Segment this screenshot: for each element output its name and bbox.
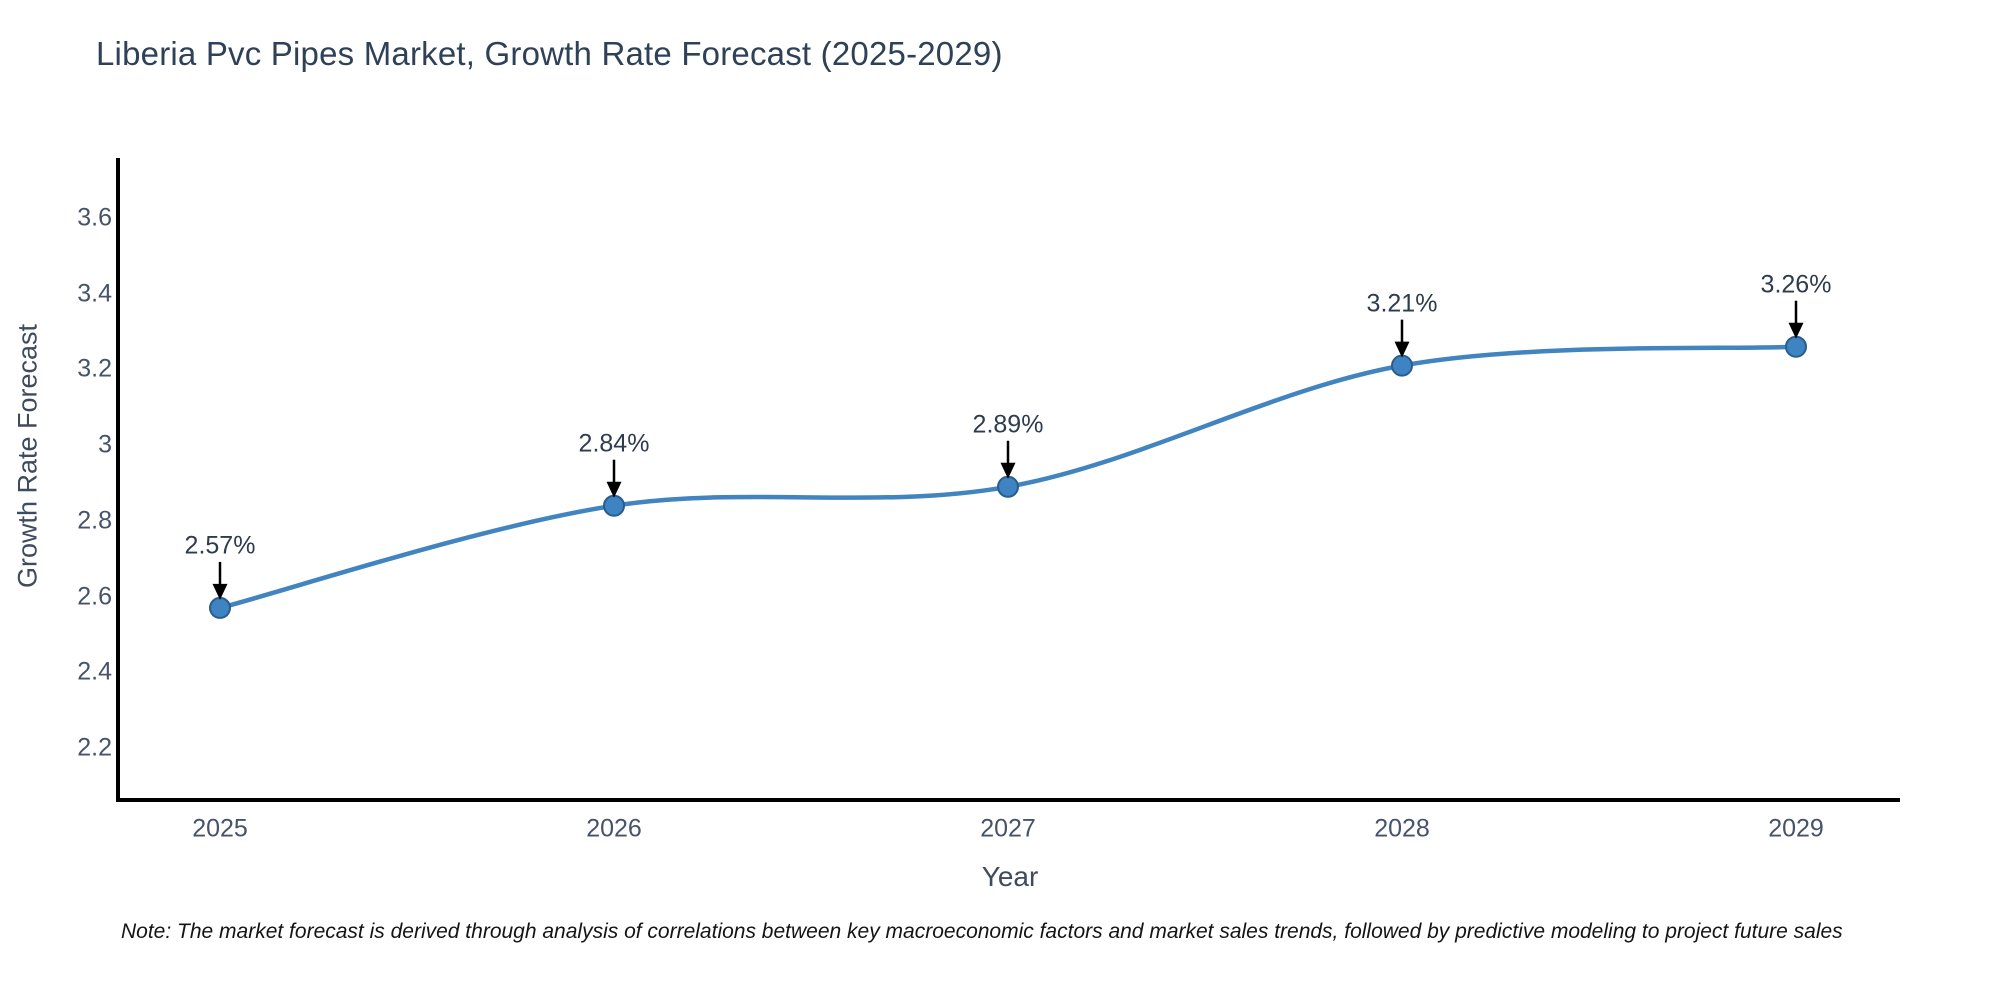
annotation-arrowhead-icon: [1788, 322, 1804, 339]
annotation-label: 2.57%: [184, 531, 256, 560]
y-tick-label: 2.6: [77, 582, 112, 611]
chart-title: Liberia Pvc Pipes Market, Growth Rate Fo…: [96, 35, 1003, 72]
annotation-label: 3.26%: [1760, 270, 1832, 299]
annotation-arrowhead-icon: [1000, 462, 1016, 479]
annotation-label: 2.84%: [578, 429, 650, 458]
x-axis-title: Year: [981, 861, 1039, 892]
annotation-arrowhead-icon: [606, 481, 622, 498]
y-tick-label: 3: [98, 430, 112, 459]
x-tick-label: 2028: [1374, 814, 1430, 843]
annotation-arrowhead-icon: [212, 583, 228, 600]
y-tick-label: 3.4: [77, 279, 112, 308]
x-tick-label: 2025: [192, 814, 248, 843]
x-tick-label: 2029: [1768, 814, 1824, 843]
y-tick-label: 2.4: [77, 657, 112, 686]
footnote: Note: The market forecast is derived thr…: [121, 920, 1843, 943]
x-tick-label: 2027: [980, 814, 1036, 843]
y-tick-label: 3.6: [77, 203, 112, 232]
axis-lines: [116, 158, 1900, 802]
annotation-label: 3.21%: [1366, 289, 1438, 318]
annotation-arrowhead-icon: [1394, 341, 1410, 358]
x-tick-label: 2026: [586, 814, 642, 843]
y-axis-title: Growth Rate Forecast: [12, 323, 43, 589]
y-tick-label: 2.8: [77, 506, 112, 535]
annotation-label: 2.89%: [972, 410, 1044, 439]
y-tick-label: 2.2: [77, 733, 112, 762]
y-tick-label: 3.2: [77, 354, 112, 383]
